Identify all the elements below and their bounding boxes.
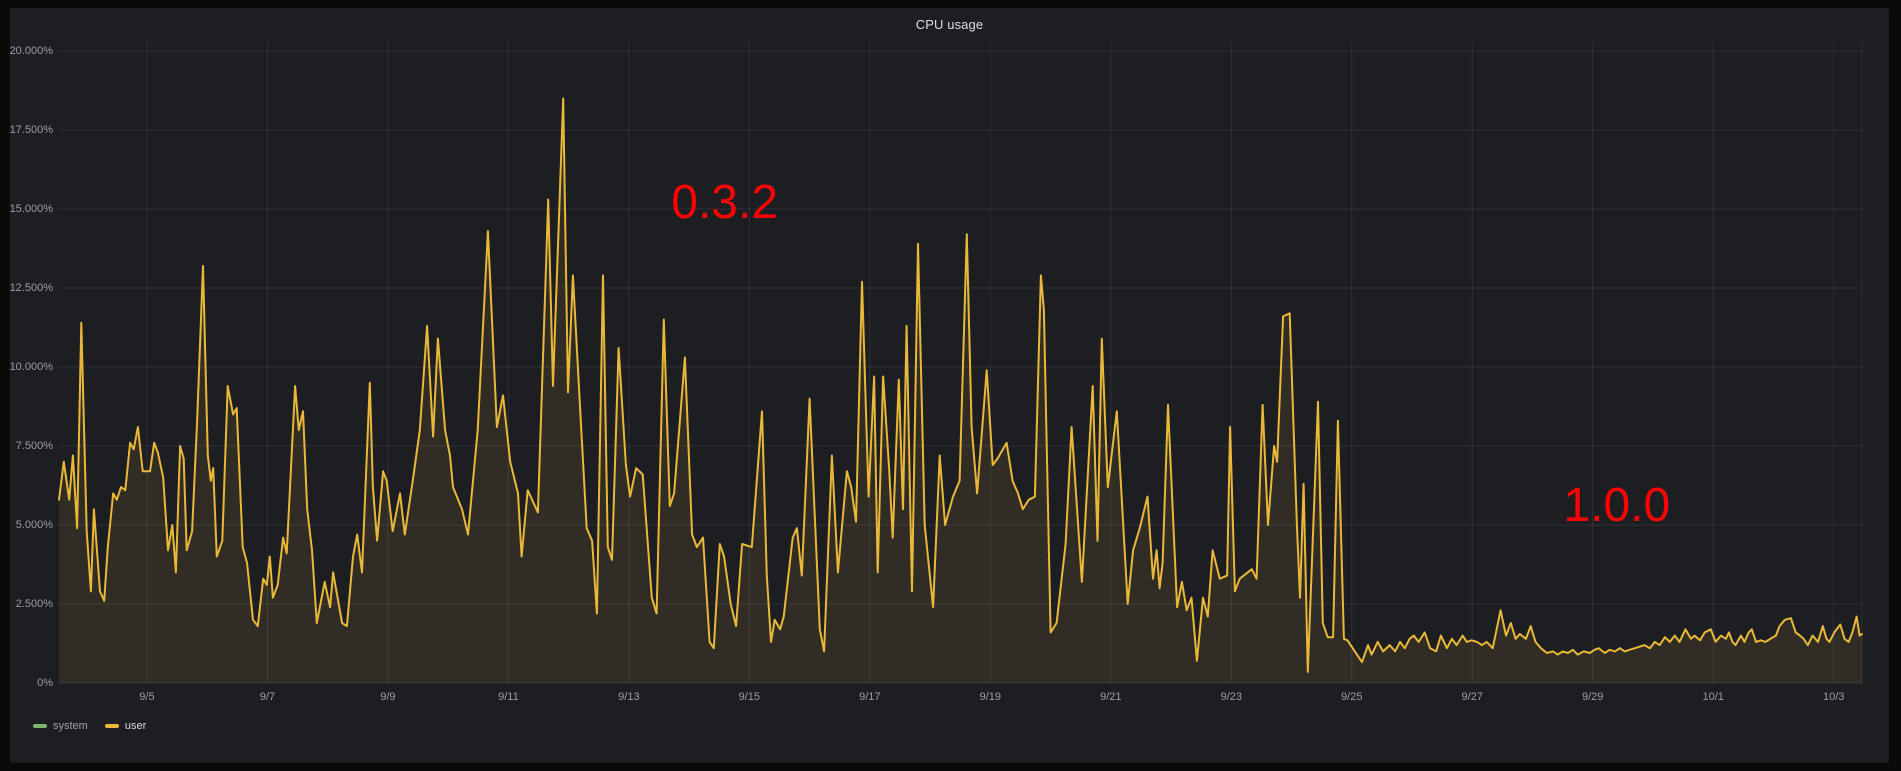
x-axis-tick-label: 9/9 xyxy=(380,691,396,703)
x-axis-tick-label: 9/13 xyxy=(618,691,640,703)
y-axis-tick-label: 5.000% xyxy=(15,519,53,531)
y-axis-tick-label: 2.500% xyxy=(15,598,53,610)
legend-label-user: user xyxy=(124,720,147,732)
x-axis-tick-label: 9/15 xyxy=(738,691,761,703)
x-axis-tick-label: 9/21 xyxy=(1100,691,1122,703)
user-series-swatch-icon xyxy=(104,724,119,728)
y-axis-tick-label: 17.500% xyxy=(9,124,53,136)
x-axis-tick-label: 9/11 xyxy=(498,691,519,703)
x-axis-tick-label: 9/25 xyxy=(1341,691,1363,703)
legend-item-user[interactable]: user xyxy=(104,720,147,732)
y-axis-tick-label: 15.000% xyxy=(9,203,53,215)
x-axis-tick-label: 9/5 xyxy=(139,691,155,703)
cpu-usage-panel: CPU usage 0% 2.500% 5.000% 7.500% 10.000% 12.… xyxy=(10,8,1889,763)
cpu-usage-chart[interactable] xyxy=(10,8,1889,763)
y-axis-tick-label: 0% xyxy=(37,677,53,689)
version-annotation: 1.0.0 xyxy=(1563,479,1671,533)
user-series-fill xyxy=(59,98,1862,683)
x-axis-tick-label: 9/27 xyxy=(1461,691,1483,703)
legend-item-system[interactable]: system xyxy=(33,720,88,732)
legend: system user xyxy=(33,720,146,732)
x-axis-tick-label: 9/17 xyxy=(859,691,881,703)
x-axis-tick-label: 9/29 xyxy=(1582,691,1604,703)
x-axis-tick-label: 9/23 xyxy=(1220,691,1242,703)
panel-title[interactable]: CPU usage xyxy=(915,17,984,32)
y-axis-tick-label: 10.000% xyxy=(9,361,53,373)
y-axis-tick-label: 7.500% xyxy=(15,440,53,452)
y-axis-tick-label: 12.500% xyxy=(9,282,53,294)
x-axis-tick-label: 10/1 xyxy=(1702,691,1724,703)
x-axis-tick-label: 9/7 xyxy=(259,691,276,703)
x-axis-tick-label: 10/3 xyxy=(1822,691,1845,703)
system-series-swatch-icon xyxy=(33,724,47,728)
x-axis-tick-label: 9/19 xyxy=(979,691,1002,703)
y-axis-tick-label: 20.000% xyxy=(9,45,53,57)
user-series-line[interactable] xyxy=(58,97,1863,673)
version-annotation: 0.3.2 xyxy=(671,175,779,229)
legend-label-system: system xyxy=(53,720,88,732)
